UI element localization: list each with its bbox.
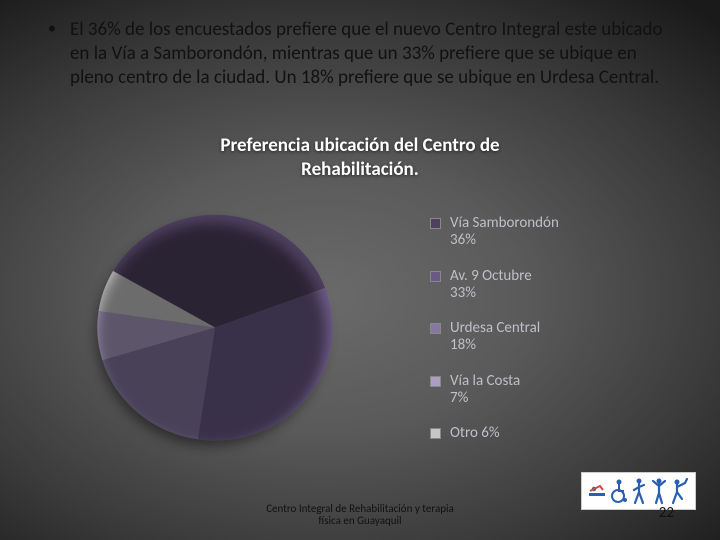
pie-shadow <box>81 212 341 457</box>
swimmer-icon <box>588 477 606 505</box>
legend-label: Vía la Costa7% <box>450 373 520 408</box>
stretch-icon <box>651 477 667 505</box>
legend-label: Urdesa Central18% <box>450 320 540 355</box>
footer-caption: Centro Integral de Rehabilitación y tera… <box>0 503 720 528</box>
legend-label: Otro 6% <box>450 425 500 442</box>
legend-item: Vía la Costa7% <box>430 373 680 408</box>
bullet-text: El 36% de los encuestados prefiere que e… <box>70 18 670 89</box>
legend-swatch <box>430 218 441 229</box>
chart-title: Preferencia ubicación del Centro de Reha… <box>0 134 720 182</box>
chart-title-line1: Preferencia ubicación del Centro de <box>220 134 499 157</box>
exercise-icon <box>671 477 689 505</box>
footer-line1: Centro Integral de Rehabilitación y tera… <box>266 502 454 515</box>
legend-swatch <box>430 428 441 439</box>
bullet-paragraph: • El 36% de los encuestados prefiere que… <box>48 18 670 89</box>
footer-line2: física en Guayaquil <box>318 514 401 527</box>
bullet-dot-icon: • <box>48 18 56 89</box>
legend-item: Av. 9 Octubre33% <box>430 268 680 303</box>
pie-legend: Vía Samborondón36% Av. 9 Octubre33% Urdesa… <box>430 215 680 460</box>
legend-item: Urdesa Central18% <box>430 320 680 355</box>
legend-label: Vía Samborondón36% <box>450 215 559 250</box>
walking-icon <box>631 477 647 505</box>
legend-swatch <box>430 376 441 387</box>
chart-title-line2: Rehabilitación. <box>301 158 419 181</box>
legend-label: Av. 9 Octubre33% <box>450 268 532 303</box>
legend-item: Vía Samborondón36% <box>430 215 680 250</box>
legend-swatch <box>430 323 441 334</box>
legend-item: Otro 6% <box>430 425 680 442</box>
legend-swatch <box>430 271 441 282</box>
pie-chart <box>85 200 345 455</box>
wheelchair-icon <box>610 477 628 505</box>
